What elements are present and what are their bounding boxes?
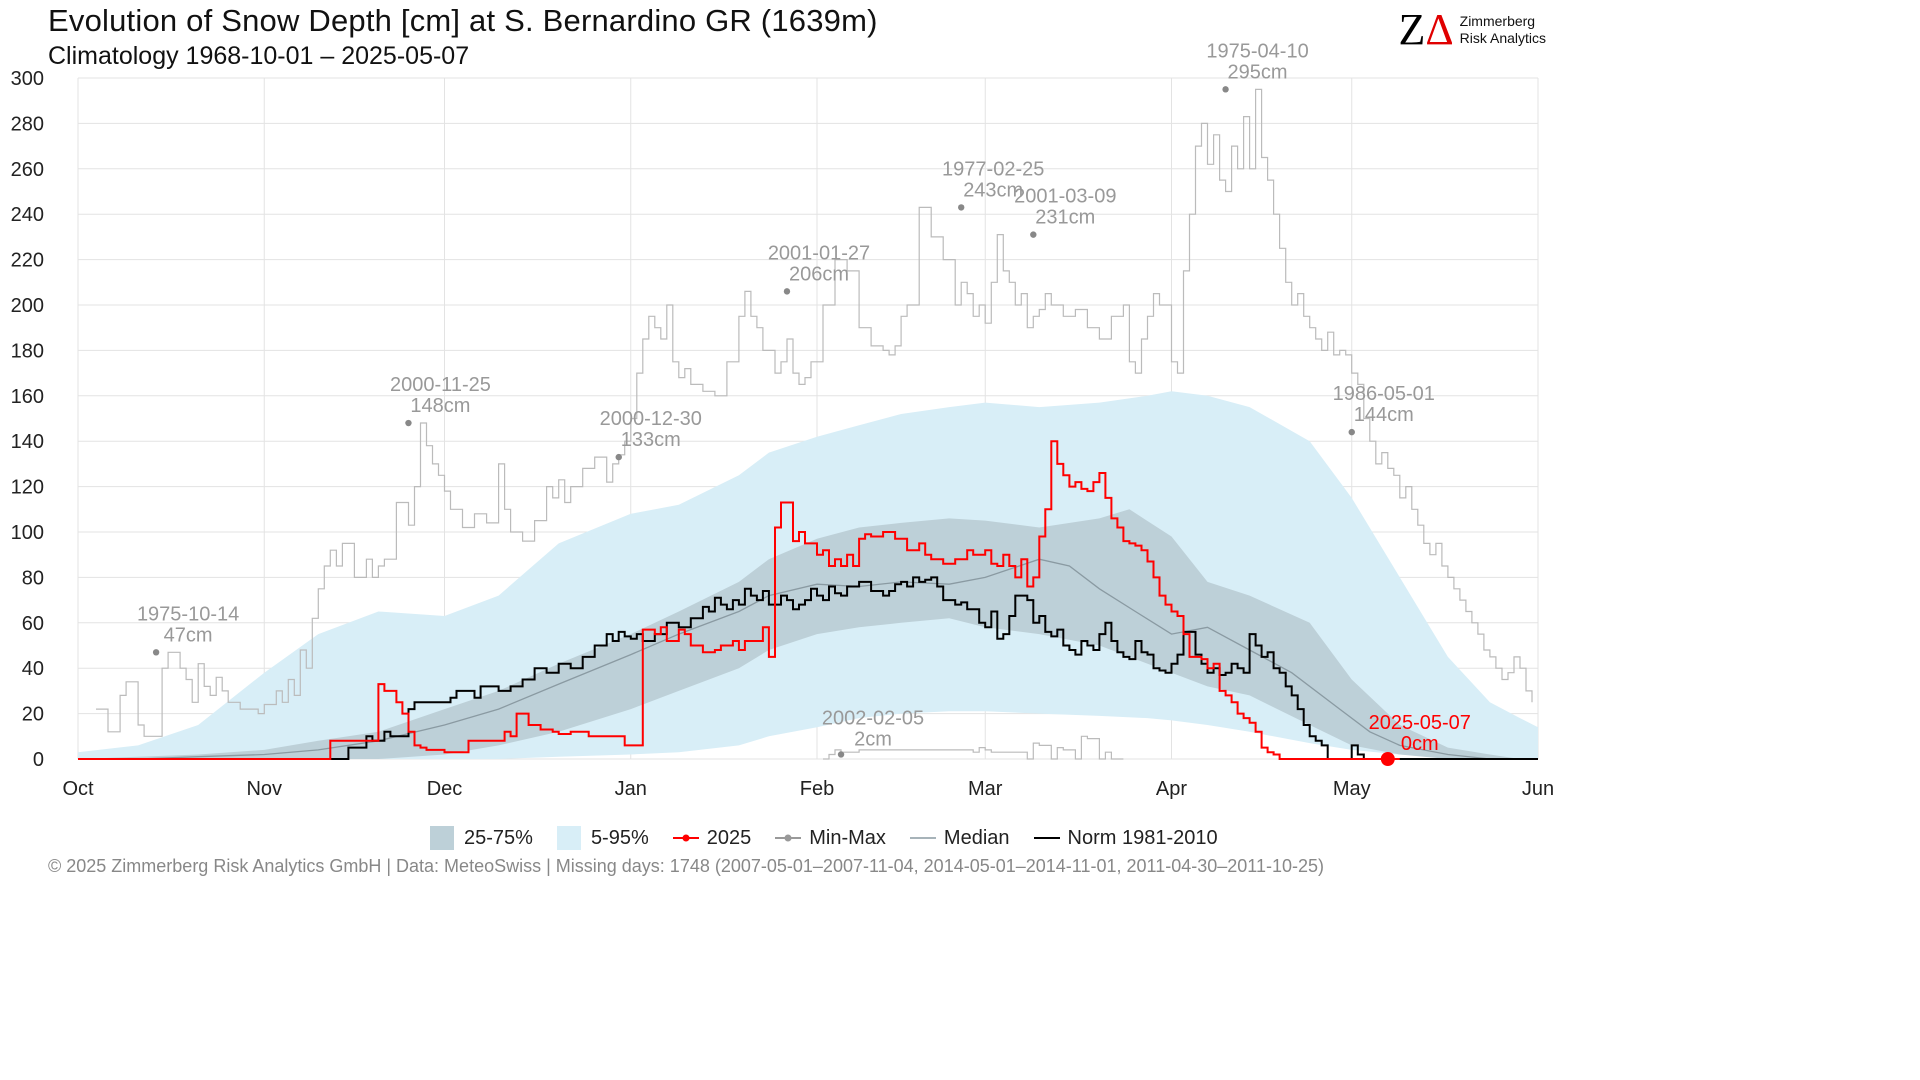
- chart-subtitle: Climatology 1968-10-01 – 2025-05-07: [48, 42, 470, 70]
- legend-label-iqr: 25-75%: [464, 826, 533, 849]
- y-tick-label: 260: [11, 159, 44, 181]
- annotation-dot: [152, 649, 160, 656]
- annotation-dot: [958, 204, 965, 211]
- x-tick-label: Jan: [615, 778, 647, 800]
- annotation-value: 144cm: [1354, 404, 1414, 426]
- annotation-date: 1977-02-25: [942, 158, 1044, 180]
- y-tick-label: 80: [22, 567, 44, 589]
- y-tick-label: 140: [11, 431, 44, 453]
- annotation-date: 2001-03-09: [1014, 186, 1116, 208]
- annotation-date: 2025-05-07: [1369, 712, 1471, 734]
- current-point-marker: [1380, 752, 1395, 766]
- y-tick-label: 0: [33, 749, 44, 771]
- series-median: [78, 558, 1538, 760]
- logo-z: Z: [1398, 5, 1426, 54]
- annotation-dot: [1030, 231, 1037, 238]
- legend-label-current: 2025: [706, 826, 752, 849]
- chart-footer: © 2025 Zimmerberg Risk Analytics GmbH | …: [48, 856, 1324, 876]
- x-tick-label: Nov: [246, 778, 282, 800]
- y-tick-label: 220: [11, 250, 44, 272]
- annotation-date: 2001-01-27: [768, 242, 870, 264]
- annotation-value: 47cm: [164, 624, 213, 646]
- legend-swatch-p5-95: [556, 826, 581, 850]
- y-tick-label: 300: [11, 68, 44, 90]
- legend-item-current: 2025: [672, 826, 752, 850]
- logo-mark: ZΔ: [1398, 8, 1453, 52]
- company-logo: ZΔ Zimmerberg Risk Analytics: [1398, 8, 1546, 52]
- series-2025: [78, 440, 1400, 760]
- annotation-date: 2000-12-30: [600, 408, 702, 430]
- legend-item-p5-95: 5-95%: [556, 826, 649, 850]
- legend-item-median: Median: [909, 826, 1010, 850]
- x-tick-label: Mar: [968, 778, 1003, 800]
- annotation-date: 2002-02-05: [822, 707, 924, 729]
- y-tick-label: 180: [11, 340, 44, 362]
- x-tick-label: Apr: [1156, 778, 1187, 800]
- annotation-dot: [615, 453, 622, 461]
- logo-text: Zimmerberg Risk Analytics: [1460, 13, 1546, 47]
- legend-label-p5-95: 5-95%: [590, 826, 649, 849]
- legend-line-current: [672, 834, 699, 842]
- logo-line2: Risk Analytics: [1459, 30, 1546, 46]
- legend-line-norm: [1033, 837, 1060, 839]
- x-tick-label: Oct: [62, 778, 94, 800]
- snow-depth-chart: 0 20 40 60 80 100 120 140 160 180 200 220 240 260 280 3…: [11, 40, 1555, 800]
- annotation-value: 133cm: [621, 429, 681, 451]
- annotation-date: 1975-04-10: [1206, 40, 1308, 62]
- annotation-value: 2cm: [854, 728, 892, 750]
- legend-swatch-iqr: [430, 826, 454, 850]
- annotation-dot: [405, 419, 412, 427]
- legend-line-minmax: [775, 834, 802, 842]
- legend-item-minmax: Min-Max: [775, 827, 886, 850]
- chart-title: Evolution of Snow Depth [cm] at S. Berna…: [48, 3, 878, 38]
- annotation-dot: [837, 751, 845, 758]
- annotation-value: 243cm: [963, 179, 1023, 201]
- y-tick-label: 280: [11, 113, 44, 135]
- annotation-date: 1986-05-01: [1333, 383, 1435, 405]
- annotation-dot: [1348, 428, 1355, 436]
- annotation-value: 0cm: [1401, 733, 1439, 755]
- annotation-value: 206cm: [789, 263, 849, 285]
- series-norm: [78, 576, 1538, 760]
- annotation-date: 1975-10-14: [137, 603, 239, 625]
- x-tick-label: May: [1333, 778, 1371, 800]
- series-max: [96, 88, 1533, 737]
- annotation-dot: [1222, 86, 1229, 93]
- legend-item-iqr: 25-75%: [430, 826, 533, 850]
- band-iqr: [78, 509, 1538, 759]
- annotation-value: 295cm: [1228, 61, 1288, 83]
- x-tick-label: Jun: [1522, 778, 1554, 800]
- y-tick-label: 60: [22, 613, 44, 635]
- x-tick-label: Dec: [427, 778, 463, 800]
- y-tick-label: 160: [11, 386, 44, 408]
- y-tick-label: 40: [22, 658, 44, 680]
- legend-label-norm: Norm 1981-2010: [1067, 826, 1218, 849]
- legend-label-median: Median: [943, 826, 1010, 849]
- legend-line-median: [909, 837, 936, 839]
- y-tick-label: 100: [11, 522, 44, 544]
- y-tick-label: 120: [11, 477, 44, 499]
- logo-line1: Zimmerberg: [1459, 13, 1536, 29]
- legend-label-minmax: Min-Max: [809, 826, 886, 849]
- annotation-value: 231cm: [1035, 207, 1095, 229]
- chart-legend: 25-75% 5-95% 2025 Min-Max Median Norm 19…: [430, 826, 1242, 850]
- logo-delta: Δ: [1425, 5, 1454, 54]
- legend-item-norm: Norm 1981-2010: [1033, 826, 1218, 850]
- annotation-date: 2000-11-25: [390, 374, 491, 396]
- x-tick-label: Feb: [800, 778, 834, 800]
- annotation-dot: [783, 288, 791, 295]
- chart-header: Evolution of Snow Depth [cm] at S. Berna…: [48, 2, 878, 72]
- y-tick-label: 200: [11, 295, 44, 317]
- series-min: [823, 735, 1124, 760]
- y-tick-label: 240: [11, 204, 44, 226]
- y-tick-label: 20: [22, 704, 44, 726]
- annotation-value: 148cm: [410, 395, 470, 417]
